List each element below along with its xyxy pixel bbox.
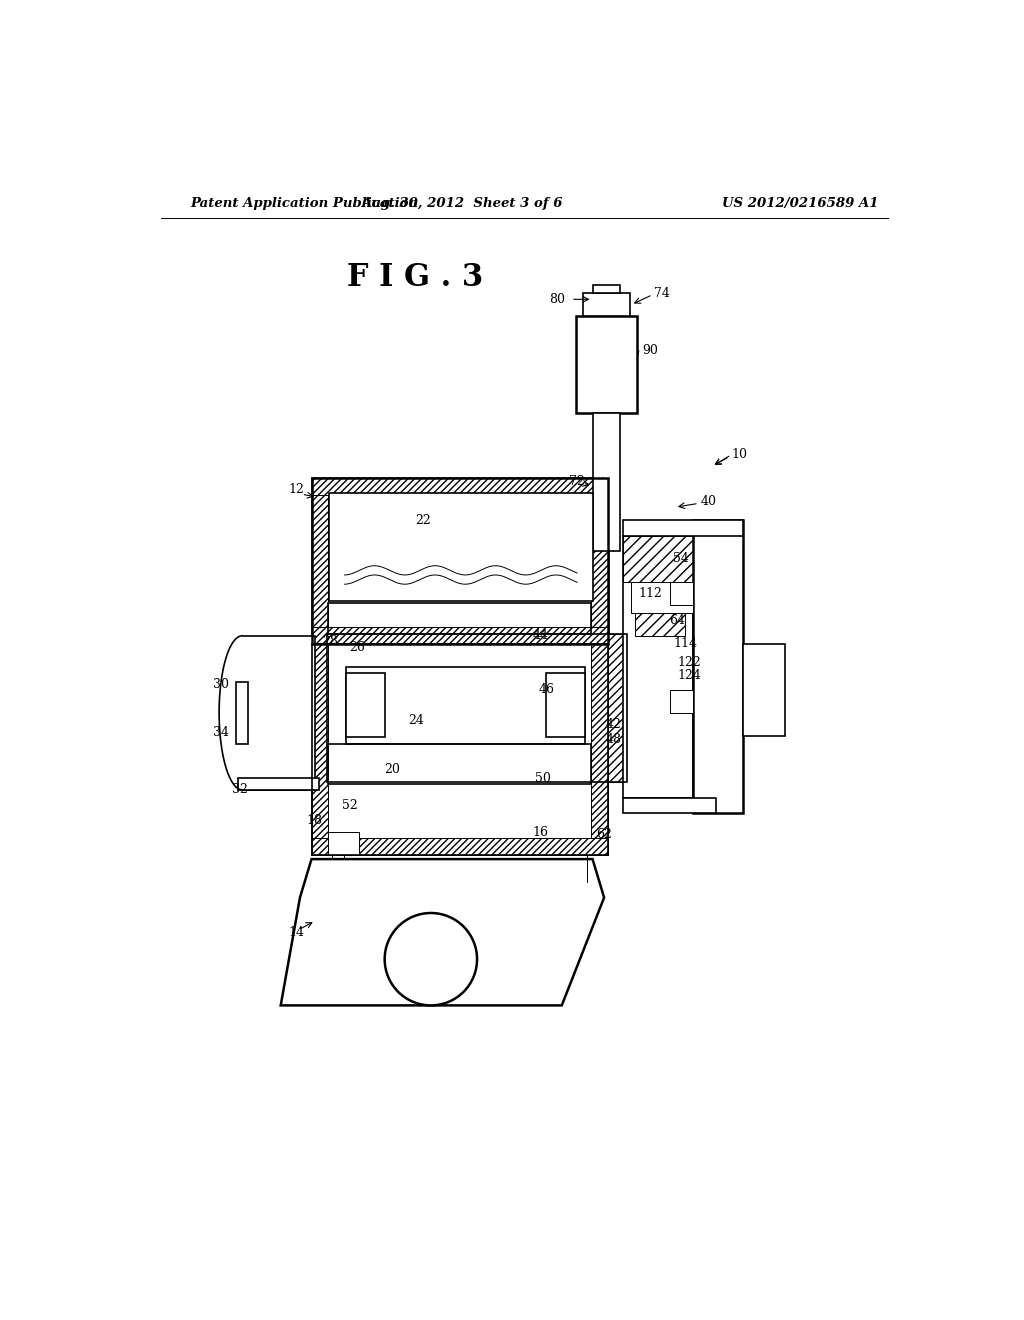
Text: 52: 52 xyxy=(342,799,358,812)
Bar xyxy=(237,682,248,743)
Bar xyxy=(311,478,608,644)
Text: F I G . 3: F I G . 3 xyxy=(347,263,483,293)
Bar xyxy=(327,635,628,781)
Text: 32: 32 xyxy=(231,783,248,796)
Text: 122: 122 xyxy=(677,656,701,669)
Text: 22: 22 xyxy=(416,513,431,527)
Polygon shape xyxy=(281,859,604,1006)
Bar xyxy=(330,494,593,601)
Bar xyxy=(670,689,692,713)
Bar xyxy=(327,635,628,781)
Bar xyxy=(311,478,608,495)
Text: 30: 30 xyxy=(213,677,229,690)
Text: 80: 80 xyxy=(549,293,564,306)
Polygon shape xyxy=(219,636,243,789)
Text: 12: 12 xyxy=(289,483,304,496)
Text: 90: 90 xyxy=(643,345,658,358)
Bar xyxy=(575,317,637,413)
Text: 114: 114 xyxy=(674,638,697,649)
Bar xyxy=(311,627,608,644)
Text: 10: 10 xyxy=(731,449,748,462)
Text: 26: 26 xyxy=(349,640,366,653)
Bar xyxy=(635,612,685,636)
Text: 42: 42 xyxy=(605,718,622,731)
Text: 54: 54 xyxy=(674,552,689,565)
Bar xyxy=(346,673,385,738)
Text: 20: 20 xyxy=(385,763,400,776)
Bar xyxy=(311,644,608,855)
Text: 14: 14 xyxy=(289,925,304,939)
Text: 124: 124 xyxy=(677,669,701,682)
Text: 48: 48 xyxy=(605,733,622,746)
Circle shape xyxy=(385,913,477,1006)
Bar xyxy=(329,743,591,784)
Text: 40: 40 xyxy=(700,495,717,508)
Text: 24: 24 xyxy=(408,714,424,727)
Text: 74: 74 xyxy=(654,286,670,300)
Bar xyxy=(692,520,742,813)
Bar xyxy=(329,832,359,855)
Bar xyxy=(624,520,742,536)
Text: US 2012/0216589 A1: US 2012/0216589 A1 xyxy=(722,197,879,210)
Bar xyxy=(670,582,692,605)
Text: 64: 64 xyxy=(670,614,685,627)
Bar xyxy=(584,293,630,317)
Bar xyxy=(239,779,319,789)
Bar xyxy=(624,536,692,582)
Text: 50: 50 xyxy=(535,772,551,785)
Text: 28: 28 xyxy=(323,635,339,648)
Text: 62: 62 xyxy=(596,828,612,841)
Text: 34: 34 xyxy=(213,726,229,739)
Bar xyxy=(624,536,692,797)
Bar xyxy=(311,838,608,855)
Bar xyxy=(631,582,692,612)
Text: Aug. 30, 2012  Sheet 3 of 6: Aug. 30, 2012 Sheet 3 of 6 xyxy=(360,197,562,210)
Text: 18: 18 xyxy=(306,814,323,828)
Text: Patent Application Publication: Patent Application Publication xyxy=(190,197,419,210)
Bar xyxy=(624,797,716,813)
Bar xyxy=(591,495,608,627)
Bar xyxy=(311,644,608,855)
Bar xyxy=(311,478,608,644)
Bar xyxy=(311,644,329,855)
Bar xyxy=(742,644,785,737)
Bar xyxy=(547,673,585,738)
Text: 44: 44 xyxy=(532,630,549,643)
Bar xyxy=(593,285,620,293)
Bar xyxy=(346,667,585,743)
Bar xyxy=(591,644,608,855)
Text: 112: 112 xyxy=(639,587,663,601)
Text: 16: 16 xyxy=(532,825,549,838)
Bar xyxy=(311,495,329,627)
Bar xyxy=(329,603,591,635)
Text: 46: 46 xyxy=(539,684,555,696)
Text: 72: 72 xyxy=(569,475,585,488)
Bar xyxy=(243,636,315,789)
Bar xyxy=(593,412,620,552)
